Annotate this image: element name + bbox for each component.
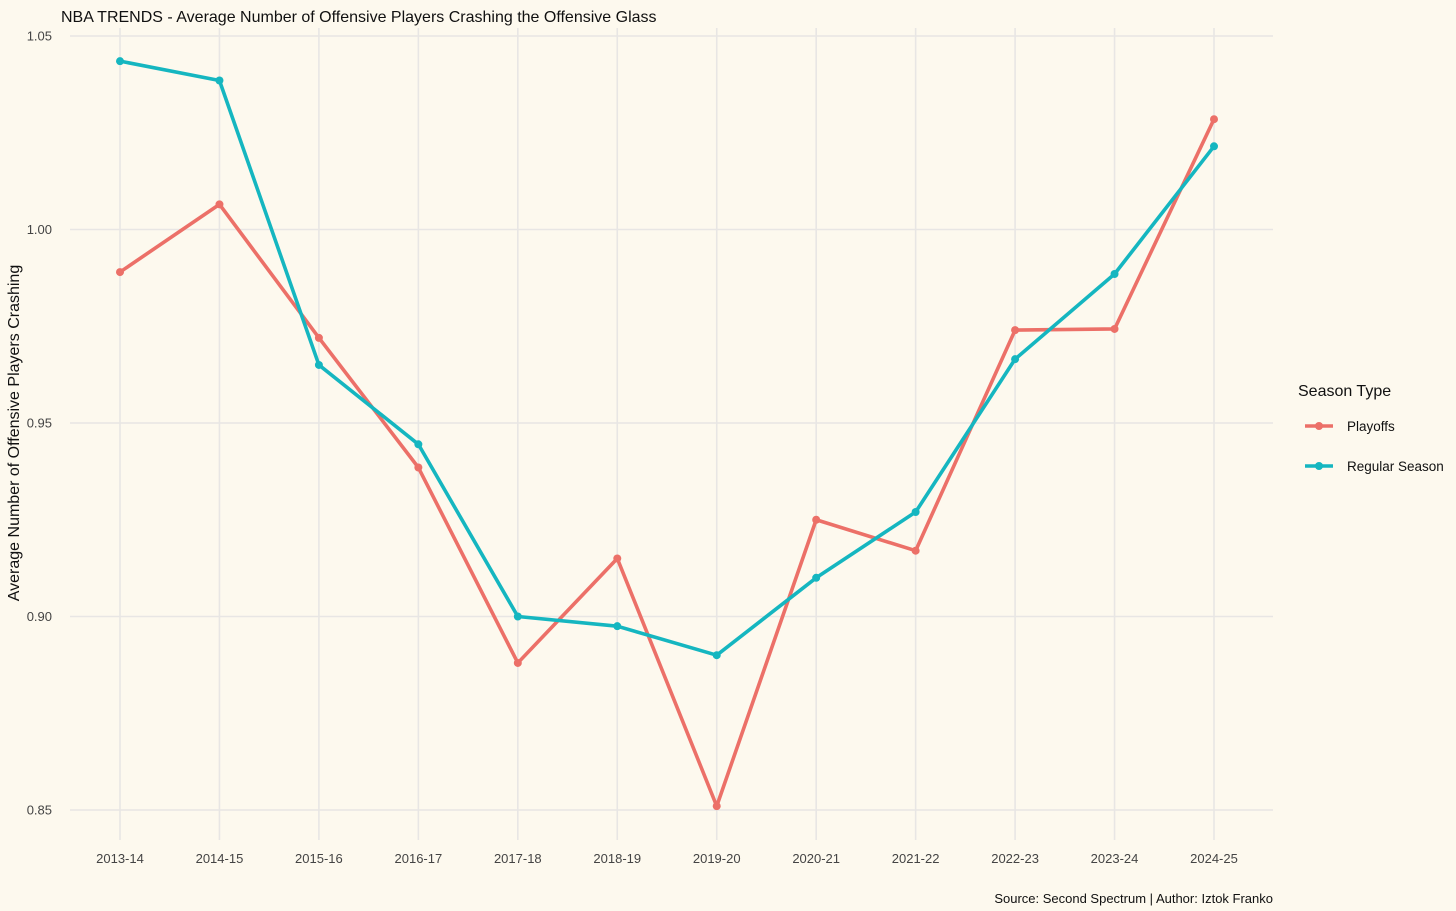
data-point-regular-season [911, 508, 920, 517]
legend-title: Season Type [1298, 383, 1391, 400]
data-point-regular-season [1110, 270, 1119, 279]
data-point-playoffs [812, 515, 821, 524]
legend-label: Playoffs [1347, 419, 1395, 434]
x-tick-label: 2019-20 [693, 851, 741, 866]
data-point-playoffs [314, 333, 323, 342]
x-tick-label: 2014-15 [196, 851, 244, 866]
x-tick-label: 2021-22 [892, 851, 940, 866]
data-point-playoffs [1011, 326, 1020, 335]
data-point-playoffs [613, 554, 622, 563]
series-line-regular-season [118, 59, 1216, 658]
x-tick-label: 2018-19 [593, 851, 641, 866]
x-axis-ticks: 2013-14 2014-15 2015-16 2016-17 2017-18 2018-… [96, 851, 1238, 866]
x-tick-label: 2016-17 [395, 851, 443, 866]
data-point-playoffs [1110, 324, 1119, 333]
data-point-regular-season [812, 573, 821, 582]
x-tick-label: 2013-14 [96, 851, 144, 866]
data-point-regular-season [414, 440, 423, 449]
y-tick-label: 1.00 [27, 222, 52, 237]
data-point-regular-season [116, 57, 124, 66]
chart-title: NBA TRENDS - Average Number of Offensive… [61, 9, 657, 26]
data-point-playoffs [712, 802, 721, 811]
data-point-playoffs [414, 463, 423, 472]
x-tick-label: 2017-18 [494, 851, 542, 866]
data-point-regular-season [513, 612, 522, 621]
data-point-regular-season [1210, 142, 1218, 151]
data-point-regular-season [215, 76, 224, 85]
grid-lines [70, 28, 1273, 840]
data-point-regular-season [613, 622, 622, 631]
data-point-playoffs [116, 268, 124, 277]
series-regular-season [116, 57, 1218, 660]
legend-item-regular-season: Regular Season [1305, 459, 1444, 474]
y-tick-label: 0.90 [27, 609, 52, 624]
y-tick-label: 0.85 [27, 803, 52, 818]
legend-key-point [1315, 422, 1323, 430]
y-tick-label: 1.05 [27, 29, 52, 44]
y-tick-label: 0.95 [27, 416, 52, 431]
x-tick-label: 2022-23 [991, 851, 1039, 866]
data-point-playoffs [513, 658, 522, 667]
data-point-regular-season [1011, 355, 1020, 364]
legend: Season Type Playoffs Regular Season [1298, 383, 1444, 474]
legend-label: Regular Season [1347, 459, 1444, 474]
data-point-playoffs [215, 200, 224, 209]
legend-key-point [1315, 462, 1323, 470]
data-point-regular-season [314, 360, 323, 369]
data-point-playoffs [911, 546, 920, 555]
data-point-regular-season [712, 651, 721, 660]
x-tick-label: 2023-24 [1091, 851, 1139, 866]
x-tick-label: 2015-16 [295, 851, 343, 866]
source-caption: Source: Second Spectrum | Author: Iztok … [994, 891, 1273, 906]
y-axis-ticks: 0.85 0.90 0.95 1.00 1.05 [27, 29, 52, 818]
x-tick-label: 2024-25 [1190, 851, 1238, 866]
series-lines [116, 57, 1218, 811]
data-point-playoffs [1210, 115, 1218, 124]
y-axis-label: Average Number of Offensive Players Cras… [6, 265, 23, 601]
x-tick-label: 2020-21 [792, 851, 840, 866]
legend-item-playoffs: Playoffs [1305, 419, 1395, 434]
